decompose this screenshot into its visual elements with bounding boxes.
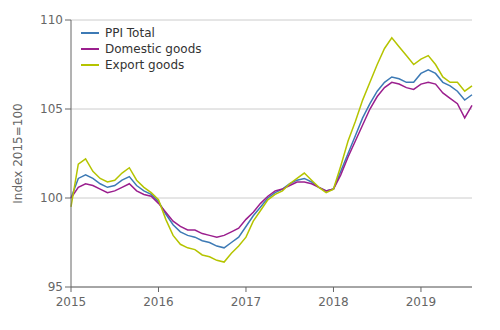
html-text:Domestic goods: Domestic goods (105, 42, 202, 56)
svg-text:2018: 2018 (318, 295, 349, 309)
svg-text:110: 110 (40, 13, 63, 27)
svg-text:105: 105 (40, 102, 63, 116)
html-text:Export goods: Export goods (105, 58, 185, 72)
html-text:PPI Total: PPI Total (105, 26, 155, 40)
svg-text:100: 100 (40, 191, 63, 205)
svg-text:2019: 2019 (406, 295, 437, 309)
svg-text:2015: 2015 (56, 295, 87, 309)
svg-text:2016: 2016 (143, 295, 174, 309)
svg-text:95: 95 (48, 280, 63, 294)
svg-text:2017: 2017 (231, 295, 262, 309)
svg-text:Index 2015=100: Index 2015=100 (11, 103, 25, 203)
